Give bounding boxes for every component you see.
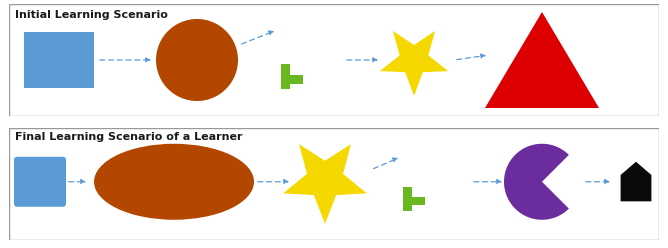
Polygon shape (283, 144, 367, 224)
Ellipse shape (156, 19, 238, 101)
FancyBboxPatch shape (14, 157, 66, 207)
Text: Initial Learning Scenario: Initial Learning Scenario (15, 10, 168, 20)
Polygon shape (485, 12, 599, 108)
Polygon shape (621, 162, 651, 201)
Polygon shape (281, 64, 303, 89)
Polygon shape (380, 31, 448, 96)
Bar (24, 32, 94, 88)
Text: Final Learning Scenario of a Learner: Final Learning Scenario of a Learner (15, 132, 242, 142)
Polygon shape (504, 144, 569, 220)
Polygon shape (403, 187, 425, 211)
Ellipse shape (94, 144, 254, 220)
